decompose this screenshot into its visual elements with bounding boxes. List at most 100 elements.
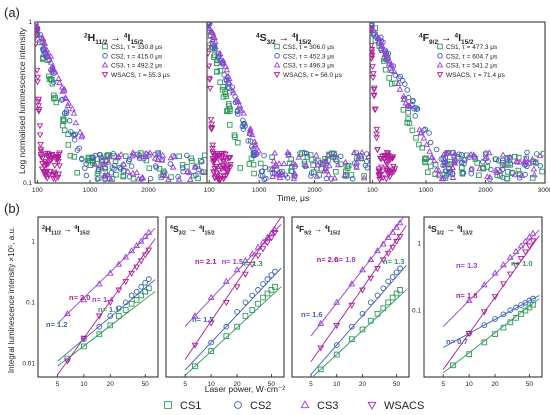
x-tick-label: 20 bbox=[491, 381, 499, 388]
legend-entry: WSACS, τ = 56.0 μs bbox=[283, 72, 343, 79]
decay-point-wsacs bbox=[370, 27, 374, 34]
x-tick-label: 20 bbox=[359, 381, 367, 388]
decay-point-cs3 bbox=[235, 98, 242, 105]
legend-entry: CS3, τ = 541.2 μs bbox=[446, 63, 498, 70]
decay-point-cs3 bbox=[104, 171, 111, 178]
decay-point-cs1 bbox=[427, 163, 434, 170]
data-point-wsacs bbox=[359, 287, 366, 294]
data-point-cs2 bbox=[530, 295, 536, 302]
data-point-cs2 bbox=[145, 276, 152, 283]
x-tick-label: 5 bbox=[183, 381, 187, 388]
data-point-cs2 bbox=[264, 276, 271, 283]
decay-point-cs3 bbox=[251, 142, 259, 149]
data-point-cs2 bbox=[255, 287, 261, 293]
decay-point-cs3 bbox=[101, 172, 109, 179]
decay-point-cs3 bbox=[225, 75, 233, 81]
decay-point-cs2 bbox=[533, 160, 539, 166]
decay-point-cs3 bbox=[98, 164, 106, 171]
decay-point-cs1 bbox=[333, 169, 339, 175]
data-point-cs1 bbox=[380, 305, 387, 312]
decay-point-cs1 bbox=[226, 122, 233, 128]
fit-line-cs3 bbox=[57, 227, 156, 324]
x-tick-label: 100 bbox=[204, 187, 215, 194]
legend-marker-cs3 bbox=[300, 400, 310, 409]
decay-point-wsacs bbox=[209, 150, 217, 157]
data-point-cs3 bbox=[122, 253, 130, 260]
data-point-cs3 bbox=[333, 298, 341, 305]
data-point-cs3 bbox=[389, 228, 396, 235]
data-point-cs2 bbox=[242, 299, 249, 306]
legend: CS1 CS2 CS3 WSACS bbox=[164, 400, 424, 412]
decay-point-cs1 bbox=[516, 154, 522, 161]
decay-point-cs3 bbox=[501, 160, 509, 167]
panel-label-b: (b) bbox=[4, 201, 20, 216]
data-point-wsacs bbox=[248, 261, 256, 268]
decay-point-cs3 bbox=[43, 46, 51, 53]
decay-point-cs2 bbox=[488, 166, 494, 173]
decay-point-cs3 bbox=[251, 138, 258, 145]
decay-point-wsacs bbox=[37, 152, 45, 158]
decay-point-cs3 bbox=[169, 163, 177, 170]
data-point-cs2 bbox=[348, 323, 355, 330]
decay-point-cs2 bbox=[240, 126, 247, 132]
decay-point-cs3 bbox=[207, 25, 213, 32]
data-point-cs3 bbox=[374, 247, 381, 254]
decay-point-cs3 bbox=[499, 151, 507, 158]
exponent-label: n= 1.1 bbox=[98, 305, 119, 314]
data-point-wsacs bbox=[465, 331, 473, 338]
decay-point-cs2 bbox=[289, 168, 295, 175]
decay-point-cs2 bbox=[63, 110, 70, 116]
fit-line-cs2 bbox=[310, 265, 407, 375]
decay-point-wsacs bbox=[377, 164, 385, 171]
decay-point-cs2 bbox=[239, 123, 246, 130]
decay-point-cs3 bbox=[47, 58, 55, 65]
decay-point-cs3 bbox=[447, 166, 455, 173]
decay-point-cs1 bbox=[214, 57, 221, 63]
decay-point-cs3 bbox=[318, 160, 326, 167]
x-tick-label: 10 bbox=[333, 381, 341, 388]
decay-point-cs3 bbox=[486, 173, 494, 180]
decay-point-wsacs bbox=[220, 165, 228, 172]
decay-point-wsacs bbox=[35, 99, 42, 106]
decay-point-cs3 bbox=[170, 153, 178, 160]
data-point-cs3 bbox=[491, 269, 499, 276]
decay-point-cs3 bbox=[161, 172, 169, 179]
decay-point-cs1 bbox=[176, 153, 182, 160]
data-point-wsacs bbox=[122, 279, 130, 286]
decay-point-cs2 bbox=[301, 158, 308, 165]
decay-point-cs1 bbox=[59, 122, 66, 129]
data-point-cs3 bbox=[529, 229, 537, 236]
decay-point-cs3 bbox=[324, 151, 332, 158]
decay-point-wsacs bbox=[45, 172, 52, 179]
decay-point-cs3 bbox=[212, 43, 219, 50]
data-point-cs2 bbox=[128, 292, 135, 299]
decay-point-cs3 bbox=[165, 175, 172, 182]
plot-frame bbox=[369, 21, 546, 184]
decay-point-cs1 bbox=[400, 107, 407, 113]
decay-point-cs1 bbox=[65, 142, 72, 148]
x-tick-label: 50 bbox=[526, 381, 534, 388]
x-tick-label: 10 bbox=[80, 381, 88, 388]
decay-point-cs2 bbox=[460, 170, 467, 176]
decay-point-cs3 bbox=[130, 150, 138, 157]
panel-title: 2H11/2 → 4I15/2 bbox=[42, 224, 90, 236]
decay-point-wsacs bbox=[56, 163, 63, 170]
decay-point-cs2 bbox=[358, 155, 364, 162]
decay-point-cs3 bbox=[211, 34, 218, 40]
decay-point-cs3 bbox=[441, 160, 449, 167]
decay-point-wsacs bbox=[35, 41, 40, 48]
decay-point-cs2 bbox=[259, 168, 266, 175]
decay-point-wsacs bbox=[214, 153, 222, 160]
data-point-cs3 bbox=[500, 261, 507, 268]
data-point-wsacs bbox=[137, 258, 145, 265]
panel-title: 4F9/2 → 4I15/2 bbox=[296, 224, 340, 236]
data-point-cs1 bbox=[518, 311, 524, 317]
decay-point-cs1 bbox=[423, 155, 429, 161]
data-point-cs2 bbox=[268, 272, 275, 278]
decay-point-cs3 bbox=[378, 41, 386, 48]
x-tick-label: 5 bbox=[441, 381, 445, 388]
decay-point-cs1 bbox=[223, 108, 230, 115]
decay-point-cs3 bbox=[370, 26, 378, 33]
data-point-cs3 bbox=[128, 247, 136, 254]
